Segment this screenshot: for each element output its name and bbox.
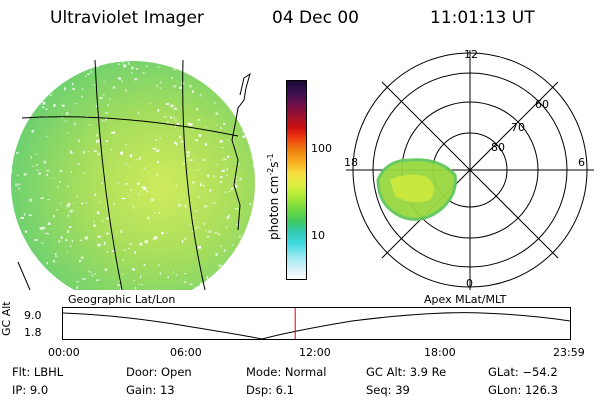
- timeline-xtick-2359: 23:59: [553, 346, 585, 359]
- info-gcalt: GC Alt: 3.9 Re: [366, 365, 447, 379]
- polar-plot: [346, 50, 594, 290]
- colorbar-tick-10: 10: [311, 229, 325, 242]
- lat-label-80: 80: [491, 141, 505, 154]
- info-glat: GLat: −54.2: [488, 365, 558, 379]
- geo-grid: [17, 59, 251, 290]
- lat-label-70: 70: [511, 121, 525, 134]
- info-glon: GLon: 126.3: [488, 383, 558, 397]
- auroral-disk: [11, 61, 255, 290]
- info-gain: Gain: 13: [126, 383, 175, 397]
- info-flt: Flt: LBHL: [12, 365, 64, 379]
- info-door: Door: Open: [126, 365, 192, 379]
- info-mode: Mode: Normal: [246, 365, 327, 379]
- mlt-label-18: 18: [344, 156, 358, 169]
- geographic-image: [11, 59, 255, 290]
- mlt-label-0: 0: [466, 277, 473, 290]
- observation-time: 11:01:13 UT: [430, 8, 535, 28]
- info-seq: Seq: 39: [366, 383, 410, 397]
- timeline-xtick-0600: 06:00: [170, 346, 202, 359]
- timeline-xtick-0000: 00:00: [48, 346, 80, 359]
- timeline-xtick-1200: 12:00: [299, 346, 331, 359]
- lat-label-60: 60: [535, 98, 549, 111]
- info-dsp: Dsp: 6.1: [246, 383, 294, 397]
- observation-date: 04 Dec 00: [272, 8, 359, 28]
- timeline-ytick-top: 9.0: [24, 309, 42, 322]
- mlt-label-12: 12: [464, 48, 478, 61]
- mlt-label-6: 6: [578, 156, 585, 169]
- instrument-title: Ultraviolet Imager: [50, 8, 204, 28]
- left-panel-label: Geographic Lat/Lon: [68, 293, 176, 306]
- timeline-plot: [62, 307, 571, 340]
- colorbar: [286, 80, 307, 280]
- colorbar-unit-label: photon cm-2s-1: [266, 153, 281, 240]
- timeline-ylabel: GC Alt: [0, 301, 13, 336]
- timeline-ytick-bottom: 1.8: [24, 326, 42, 339]
- altitude-curve: [62, 312, 571, 340]
- colorbar-tick-100: 100: [311, 142, 332, 155]
- timeline-xtick-1800: 18:00: [424, 346, 456, 359]
- info-ip: IP: 9.0: [12, 383, 49, 397]
- right-panel-label: Apex MLat/MLT: [424, 293, 507, 306]
